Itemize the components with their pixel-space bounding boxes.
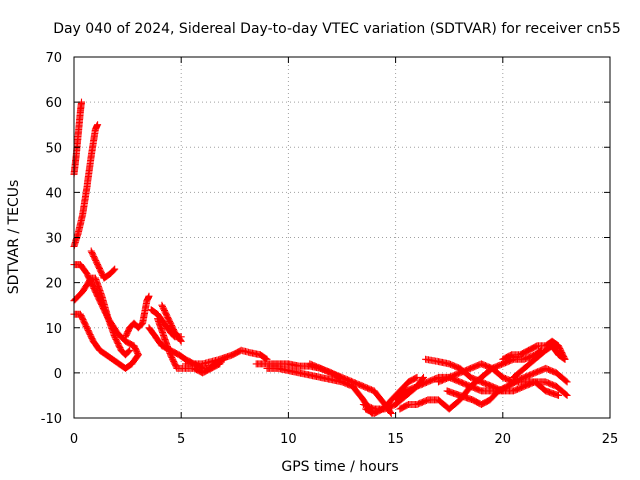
data-point-markers	[510, 342, 569, 381]
series-arc-10	[154, 315, 224, 377]
series-arc-12	[182, 346, 271, 368]
series-arc-24	[510, 342, 569, 381]
y-tick-label: 20	[45, 277, 62, 292]
series-arc-6	[87, 247, 119, 282]
tick-layer: 0 5 10 15 20 25 -10 0 10 20 30 40 50 60 70	[41, 51, 619, 447]
data-point-markers	[122, 292, 153, 341]
data-point-markers	[182, 346, 271, 368]
y-tick-label: 30	[45, 232, 62, 247]
y-tick-label: 60	[45, 96, 62, 111]
series-arc-23	[499, 337, 569, 363]
x-tick-label: 10	[280, 432, 297, 447]
x-tick-label: 0	[70, 432, 78, 447]
data-point-markers	[499, 337, 569, 363]
series-arc-17	[362, 373, 421, 417]
series-arc-22	[443, 378, 562, 408]
data-point-markers	[158, 301, 185, 345]
x-tick-label: 15	[387, 432, 404, 447]
y-tick-label: 0	[54, 367, 62, 382]
x-tick-label: 20	[495, 432, 512, 447]
x-tick-label: 25	[602, 432, 619, 447]
y-tick-label: 10	[45, 322, 62, 337]
x-axis-label: GPS time / hours	[281, 459, 398, 475]
y-tick-label: 50	[45, 141, 62, 156]
y-tick-label: 40	[45, 186, 62, 201]
y-tick-label: -10	[41, 412, 62, 427]
chart-title: Day 040 of 2024, Sidereal Day-to-day VTE…	[53, 21, 621, 37]
data-point-markers	[443, 378, 562, 408]
data-point-markers	[435, 360, 571, 386]
series-arc-7	[122, 292, 153, 341]
series-arc-21	[435, 360, 571, 386]
x-tick-label: 5	[177, 432, 185, 447]
series-arc-15	[306, 360, 344, 381]
data-point-markers	[87, 247, 119, 282]
data-point-markers	[306, 360, 344, 381]
data-point-markers	[362, 373, 421, 417]
y-axis-label: SDTVAR / TECUs	[6, 180, 22, 295]
series-arc-11	[158, 301, 185, 345]
grid-layer	[74, 57, 610, 418]
y-tick-label: 70	[45, 51, 62, 66]
data-point-markers	[154, 315, 224, 377]
